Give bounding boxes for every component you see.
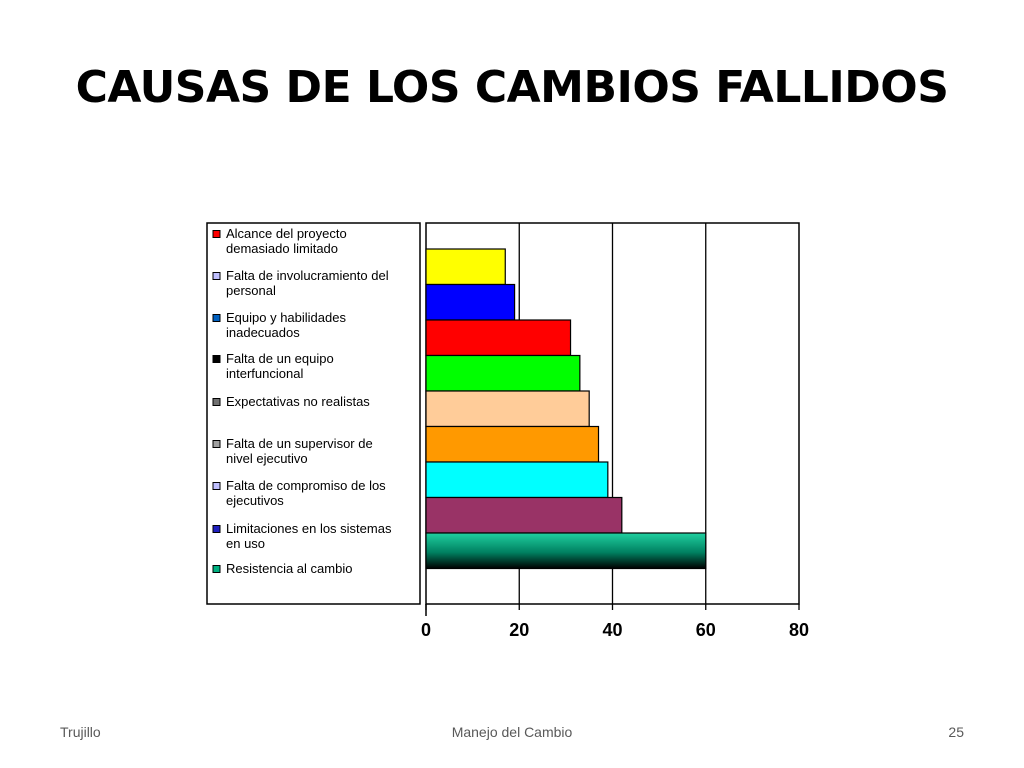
legend-box <box>206 222 421 605</box>
x-tick-label: 20 <box>509 620 529 640</box>
legend-label: Limitaciones en los sistemas <box>226 521 392 536</box>
bar <box>425 532 707 570</box>
x-tick-label: 0 <box>421 620 431 640</box>
bars <box>425 248 707 570</box>
legend-label: Falta de un supervisor de <box>226 436 373 451</box>
bar <box>425 496 623 534</box>
legend-label: Resistencia al cambio <box>226 561 352 576</box>
legend-swatch <box>212 230 221 238</box>
legend-label: Alcance del proyecto <box>226 226 347 241</box>
bar <box>425 354 581 392</box>
legend-swatch <box>212 398 221 406</box>
bar-chart: Alcance del proyecto demasiado limitado Fa… <box>198 212 818 650</box>
legend-label: Equipo y habilidades <box>226 310 346 325</box>
legend-label: Expectativas no realistas <box>226 394 370 409</box>
legend-label: personal <box>226 283 276 298</box>
legend-swatch <box>212 565 221 573</box>
x-tick-label: 80 <box>789 620 809 640</box>
legend-label: inadecuados <box>226 325 300 340</box>
legend-swatch <box>212 355 221 363</box>
legend-label: nivel ejecutivo <box>226 451 308 466</box>
x-tick-label: 60 <box>696 620 716 640</box>
legend-label: Falta de involucramiento del <box>226 268 389 283</box>
x-axis: 0 20 40 60 80 <box>421 604 809 640</box>
bar <box>425 425 600 463</box>
footer-center: Manejo del Cambio <box>451 724 573 740</box>
legend-label: interfuncional <box>226 366 303 381</box>
footer-left: Trujillo <box>60 724 101 740</box>
bar <box>425 248 506 286</box>
legend-swatch <box>212 272 221 280</box>
legend-label: demasiado limitado <box>226 241 338 256</box>
bar <box>425 319 572 357</box>
bar <box>425 283 516 321</box>
slide-title: CAUSAS DE LOS CAMBIOS FALLIDOS <box>75 62 949 113</box>
legend-item: Resistencia al cambio <box>212 561 352 576</box>
x-tick-label: 40 <box>602 620 622 640</box>
legend-swatch <box>212 482 221 490</box>
legend-label: ejecutivos <box>226 493 284 508</box>
legend-swatch <box>212 440 221 448</box>
legend-label: Falta de compromiso de los <box>226 478 386 493</box>
bar <box>425 461 609 499</box>
legend-label: Falta de un equipo <box>226 351 334 366</box>
legend-swatch <box>212 314 221 322</box>
legend-item: Expectativas no realistas <box>212 394 370 409</box>
legend-swatch <box>212 525 221 533</box>
page-number: 25 <box>948 724 964 740</box>
legend-label: en uso <box>226 536 265 551</box>
bar <box>425 390 590 428</box>
